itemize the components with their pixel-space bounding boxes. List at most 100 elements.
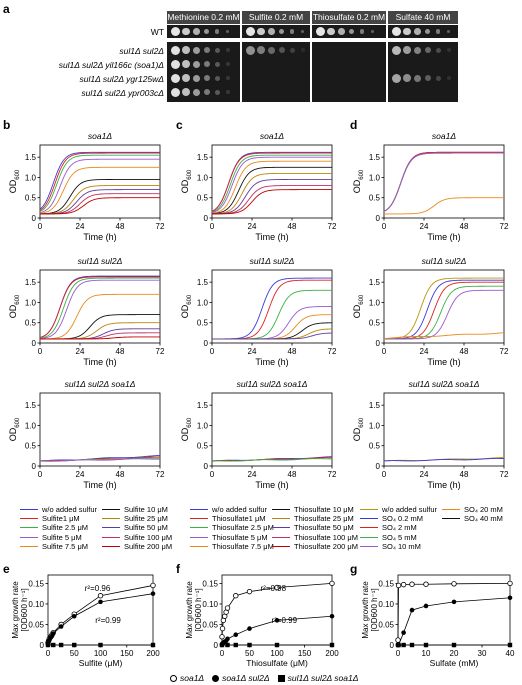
- x-tick-label: 150: [120, 649, 134, 658]
- legend-swatch: [102, 527, 120, 529]
- growth-curve: [211, 185, 332, 215]
- growth-curve: [384, 289, 504, 340]
- colony-spot: [226, 62, 230, 66]
- x-tick-label: 24: [248, 347, 257, 356]
- colony-spot: [349, 28, 355, 35]
- data-point-soa1-sul2: [150, 591, 156, 596]
- plot-frame: [383, 392, 505, 467]
- data-point-soa1: [224, 605, 231, 611]
- y-tick-label: 1.0: [25, 421, 37, 430]
- panel-label-b: b: [3, 118, 11, 132]
- legend-label: Thiosulfate1 μM: [212, 514, 266, 524]
- growth-curve: [39, 151, 160, 210]
- legend-label: Thiosulfate 5 μM: [212, 532, 268, 542]
- legend-item: Thiosulfate 50 μM: [272, 523, 358, 532]
- y-axis-label: OD600: [180, 294, 193, 318]
- y-axis-label: Max growth rate: [185, 581, 194, 639]
- growth-curve: [40, 197, 160, 215]
- legend-item: Thiosulfate 10 μM: [272, 505, 358, 514]
- x-axis-label: Time (h): [83, 480, 116, 490]
- y-tick-label: 0.10: [378, 600, 394, 609]
- legend-label: Sulfite 50 μM: [124, 523, 168, 533]
- colony-spot: [338, 28, 345, 35]
- colony-spot: [215, 61, 220, 67]
- y-tick-label: 1.5: [369, 401, 381, 410]
- colony-spot: [182, 74, 190, 82]
- colony-spot: [226, 48, 230, 52]
- growth-curve: [384, 197, 504, 215]
- y-tick-label: 0.5: [369, 319, 381, 328]
- colony-spot: [414, 28, 421, 35]
- y-tick-label: 1.5: [369, 278, 381, 287]
- colony-spot: [204, 28, 210, 35]
- colony-spot: [403, 46, 411, 54]
- data-point-triple: [274, 642, 280, 648]
- x-axis-label: Time (h): [255, 357, 288, 367]
- colony-spot: [327, 27, 335, 36]
- colony-spot: [226, 30, 229, 33]
- y-axis-label-sub: 600: [359, 417, 365, 428]
- data-point-soa1: [329, 580, 335, 587]
- data-point-triple: [451, 642, 457, 648]
- growth-curve: [211, 458, 333, 462]
- legend-item: Thiosulfate 100 μM: [272, 533, 358, 542]
- data-point-triple: [233, 642, 238, 648]
- x-tick-label: 50: [70, 649, 79, 658]
- x-axis-label: Time (h): [255, 480, 288, 490]
- legend-item: Sulfite 200 μM: [102, 542, 172, 551]
- plot-frame: [39, 144, 161, 219]
- growth-curve: [211, 166, 332, 215]
- x-tick-label: 150: [298, 649, 312, 658]
- y-tick-label: 0: [376, 339, 381, 348]
- strain-1: sul1Δ sul2Δ: [119, 46, 164, 56]
- colony-spot: [301, 30, 304, 33]
- y-tick-label: 0: [204, 214, 209, 223]
- data-point-soa1: [274, 584, 280, 591]
- y-axis-label: OD600: [8, 294, 21, 318]
- x-tick-label: 0: [38, 470, 43, 479]
- legend-label: Sulfite 7.5 μM: [42, 541, 89, 551]
- y-tick-label: 0.5: [369, 194, 381, 203]
- x-tick-label: 0: [210, 470, 215, 479]
- r2-annotation: r²=0.96: [85, 584, 111, 593]
- x-axis-label: Sulfite (μM): [79, 658, 123, 668]
- x-tick-label: 72: [500, 222, 509, 231]
- data-point-soa1: [451, 581, 457, 587]
- data-point-soa1-sul2: [71, 613, 77, 619]
- x-tick-label: 24: [76, 347, 85, 356]
- colony-spot: [182, 88, 190, 96]
- colony-spot: [392, 27, 401, 36]
- y-tick-label: 0: [376, 214, 381, 223]
- x-tick-label: 72: [500, 470, 509, 479]
- panel-label-g: g: [350, 562, 358, 576]
- y-tick-label: 1.5: [25, 153, 37, 162]
- colony-spot: [268, 46, 275, 54]
- gel-mutants-0: [167, 42, 240, 102]
- y-tick-label: 0.05: [202, 620, 218, 629]
- growth-curve: [40, 336, 160, 340]
- legend-item: Thiosulfate 7.5 μM: [190, 542, 274, 551]
- data-point-triple: [225, 642, 230, 648]
- x-tick-label: 200: [146, 649, 160, 658]
- legend-label: Sulfite 100 μM: [124, 532, 173, 542]
- legend-label: Thiosulfate 25 μM: [294, 514, 354, 524]
- y-tick-label: 0.15: [378, 579, 394, 588]
- data-point-soa1-sul2: [329, 613, 335, 619]
- data-point-soa1: [150, 582, 156, 589]
- growth-curve: [39, 455, 161, 462]
- colony-spot: [182, 60, 190, 68]
- legend-swatch: [20, 536, 38, 538]
- y-axis-label: OD600: [352, 294, 365, 318]
- y-axis-label: OD600: [352, 169, 365, 193]
- data-point-triple: [51, 642, 56, 648]
- growth-curve: [383, 151, 504, 212]
- x-tick-label: 0: [382, 470, 387, 479]
- legend-swatch: [360, 518, 378, 520]
- panel-label-f: f: [176, 562, 180, 576]
- data-point-soa1: [409, 581, 415, 587]
- colony-spot: [436, 29, 441, 34]
- y-axis-unit: [OD600 h⁻¹]: [370, 588, 379, 631]
- colony-spot: [171, 59, 180, 69]
- colony-spot: [257, 46, 265, 54]
- x-tick-label: 72: [328, 222, 337, 231]
